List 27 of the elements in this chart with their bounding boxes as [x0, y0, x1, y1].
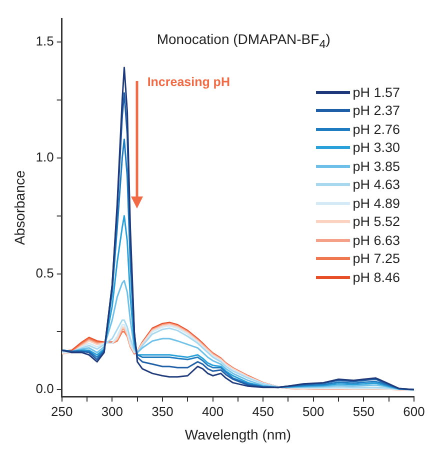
- x-tick-label: 400: [202, 404, 224, 419]
- legend-label: pH 2.37: [352, 103, 400, 118]
- legend-label: pH 4.63: [352, 177, 400, 192]
- y-axis-title: Absorbance: [11, 170, 28, 246]
- x-tick-label: 600: [403, 404, 425, 419]
- y-tick-label: 1.0: [36, 149, 54, 164]
- x-tick-label: 250: [51, 404, 73, 419]
- legend-label: pH 2.76: [352, 122, 400, 137]
- legend-label: pH 1.57: [352, 84, 400, 100]
- x-axis-title: Wavelength (nm): [184, 426, 291, 442]
- x-tick-label: 500: [302, 404, 324, 419]
- legend-label: pH 4.89: [352, 196, 400, 211]
- legend-label: pH 3.30: [352, 140, 400, 156]
- y-tick-label: 0.5: [36, 265, 54, 280]
- y-tick-label: 0.0: [36, 381, 54, 396]
- annotation: Increasing pH: [147, 75, 230, 90]
- x-tick-label: 300: [101, 404, 124, 419]
- legend-label: pH 6.63: [352, 232, 400, 248]
- x-tick-label: 550: [352, 404, 375, 419]
- x-tick-label: 350: [152, 404, 174, 419]
- legend-label: pH 5.52: [352, 214, 400, 230]
- y-tick-label: 1.5: [36, 34, 54, 49]
- legend-label: pH 7.25: [352, 251, 400, 266]
- legend-label: pH 8.46: [352, 270, 400, 285]
- text: Monocation (DMAPAN-BF$_{4}$): [156, 30, 330, 51]
- legend-label: pH 3.85: [352, 158, 400, 174]
- x-tick-label: 450: [252, 404, 274, 419]
